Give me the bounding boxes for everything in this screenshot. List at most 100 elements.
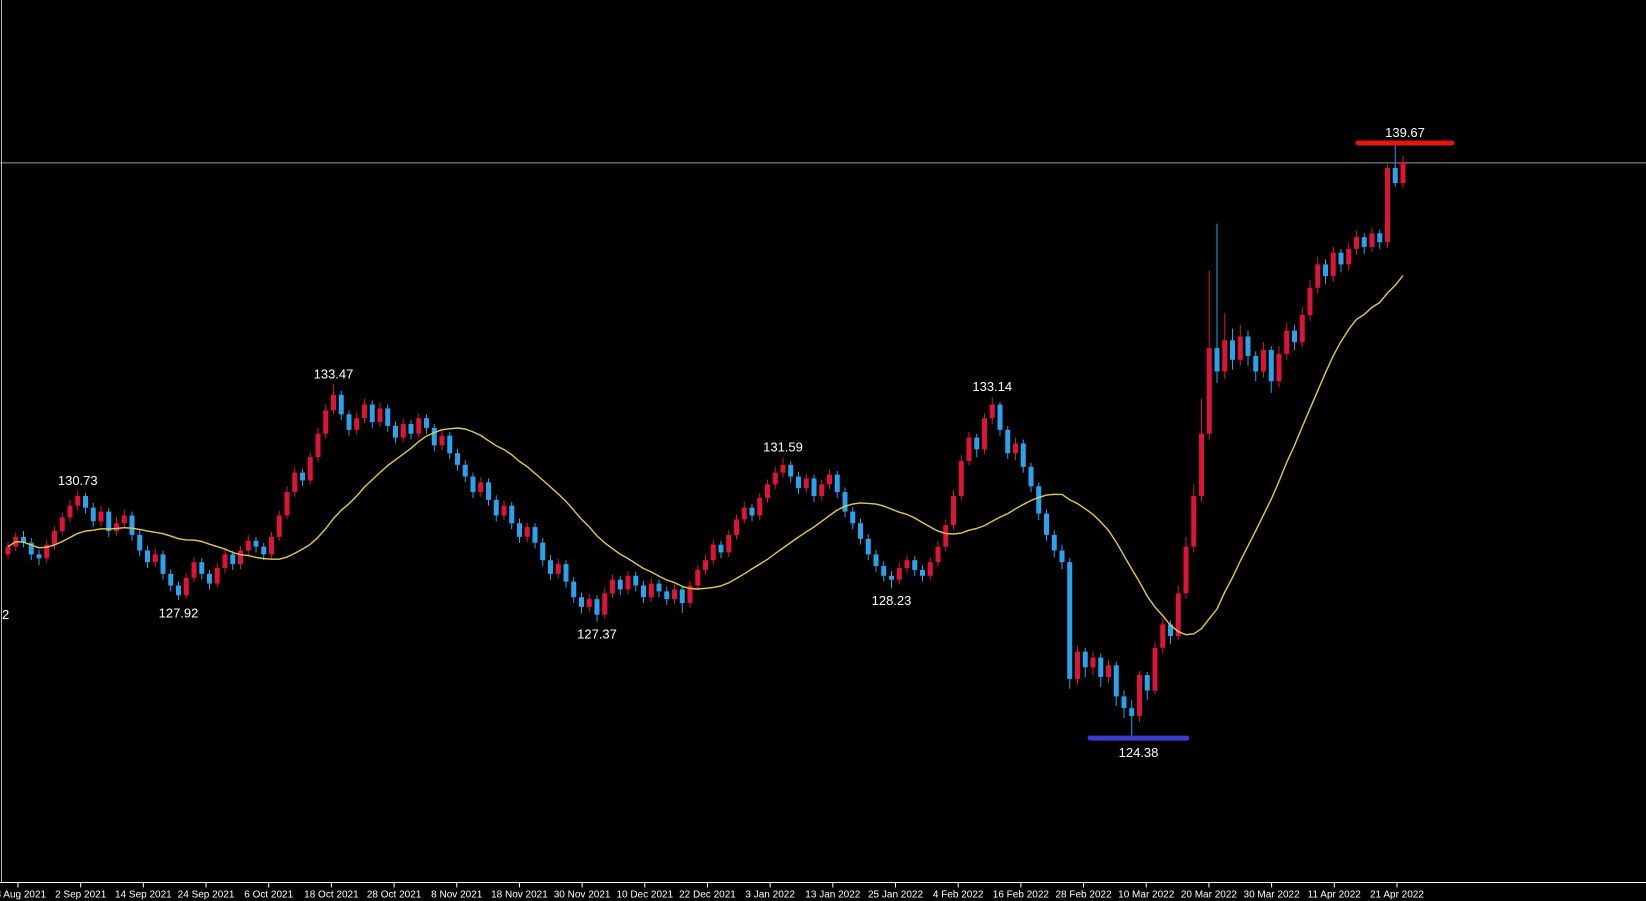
candle-body bbox=[1385, 167, 1390, 243]
candlestick bbox=[269, 531, 274, 559]
candle-body bbox=[1090, 657, 1096, 668]
candle-body bbox=[796, 476, 801, 489]
candle-body bbox=[1059, 550, 1065, 563]
candlestick bbox=[501, 500, 507, 521]
candlestick bbox=[145, 545, 150, 569]
candlestick bbox=[803, 473, 809, 493]
candle-body bbox=[927, 562, 933, 576]
candle-body bbox=[1361, 237, 1367, 247]
candle-body bbox=[672, 589, 677, 600]
candle-body bbox=[617, 579, 623, 590]
candlestick bbox=[183, 573, 189, 600]
candlestick bbox=[695, 565, 701, 591]
price-annotation: 133.47 bbox=[314, 366, 354, 381]
candlestick bbox=[1385, 164, 1390, 248]
candle-body bbox=[1276, 353, 1282, 382]
price-annotation: 128.23 bbox=[872, 593, 912, 608]
candle-body bbox=[90, 507, 96, 522]
candlestick bbox=[470, 472, 476, 498]
candle-body bbox=[695, 569, 701, 586]
candlestick bbox=[524, 522, 530, 542]
candlestick bbox=[989, 397, 995, 425]
candle-body bbox=[1121, 696, 1127, 709]
date-label: 2 Sep 2021 bbox=[55, 890, 107, 901]
candle-body bbox=[455, 453, 460, 465]
candlestick bbox=[1113, 661, 1119, 707]
candlestick bbox=[1292, 324, 1297, 351]
candlestick bbox=[90, 503, 96, 528]
candlestick bbox=[114, 517, 119, 536]
candle-body bbox=[98, 511, 104, 522]
candle-body bbox=[1237, 336, 1243, 360]
candle-body bbox=[1354, 237, 1359, 249]
candle-body bbox=[1044, 513, 1049, 535]
candle-body bbox=[1222, 340, 1228, 372]
candle-body bbox=[1377, 233, 1383, 243]
candle-body bbox=[1392, 167, 1398, 184]
candle-body bbox=[1323, 264, 1328, 277]
candle-body bbox=[912, 560, 918, 570]
candle-body bbox=[168, 573, 174, 586]
candlestick bbox=[1082, 647, 1088, 677]
candle-body bbox=[300, 472, 305, 481]
date-label: 23 Aug 2021 bbox=[0, 890, 47, 901]
candlestick bbox=[718, 540, 724, 559]
candlestick bbox=[455, 448, 460, 471]
candlestick bbox=[207, 569, 212, 590]
candlestick bbox=[625, 570, 631, 595]
candlestick bbox=[850, 506, 856, 530]
candle-body bbox=[687, 585, 693, 604]
candlestick bbox=[276, 510, 282, 541]
candle-body bbox=[486, 482, 491, 500]
candle-body bbox=[989, 404, 995, 419]
candle-body bbox=[633, 575, 639, 586]
candle-body bbox=[1299, 315, 1305, 343]
candlestick bbox=[873, 549, 879, 572]
candlestick bbox=[315, 427, 321, 462]
price-annotation: 130.73 bbox=[58, 473, 98, 488]
candle-body bbox=[1206, 348, 1212, 434]
candle-body bbox=[1268, 350, 1274, 382]
candle-body bbox=[1144, 675, 1150, 691]
candle-body bbox=[67, 505, 73, 518]
candle-body bbox=[385, 408, 391, 426]
candlestick bbox=[749, 503, 755, 522]
candle-body bbox=[462, 464, 468, 477]
candle-body bbox=[1230, 340, 1235, 360]
candlestick bbox=[1152, 641, 1158, 695]
candle-body bbox=[594, 599, 600, 615]
candle-body bbox=[315, 433, 321, 458]
candle-body bbox=[1245, 336, 1251, 356]
candle-body bbox=[555, 564, 561, 574]
level-price-label: 124.38 bbox=[1119, 745, 1159, 760]
candle-body bbox=[52, 531, 57, 545]
date-label: 14 Sep 2021 bbox=[115, 890, 172, 901]
candle-body bbox=[501, 505, 507, 516]
date-label: 11 Apr 2022 bbox=[1308, 890, 1362, 901]
candlestick bbox=[1299, 307, 1305, 348]
candlestick bbox=[385, 404, 391, 432]
candle-body bbox=[563, 564, 569, 582]
candlestick bbox=[757, 492, 763, 521]
candlestick bbox=[1144, 671, 1150, 701]
candle-body bbox=[346, 414, 352, 430]
candle-body bbox=[191, 562, 197, 578]
candle-body bbox=[827, 474, 832, 485]
candle-body bbox=[881, 566, 887, 576]
candle-body bbox=[524, 527, 530, 537]
candlestick bbox=[400, 418, 406, 443]
candle-body bbox=[772, 472, 778, 485]
candlestick bbox=[21, 531, 26, 548]
candlestick bbox=[943, 519, 949, 552]
candlestick bbox=[67, 499, 73, 523]
candle-body bbox=[648, 583, 654, 598]
candlestick bbox=[741, 501, 747, 525]
candle-body bbox=[1199, 433, 1204, 497]
candle-body bbox=[834, 474, 840, 493]
candlestick bbox=[780, 457, 786, 478]
candle-body bbox=[284, 492, 290, 516]
date-label: 13 Jan 2022 bbox=[805, 890, 860, 901]
candle-body bbox=[338, 394, 344, 415]
